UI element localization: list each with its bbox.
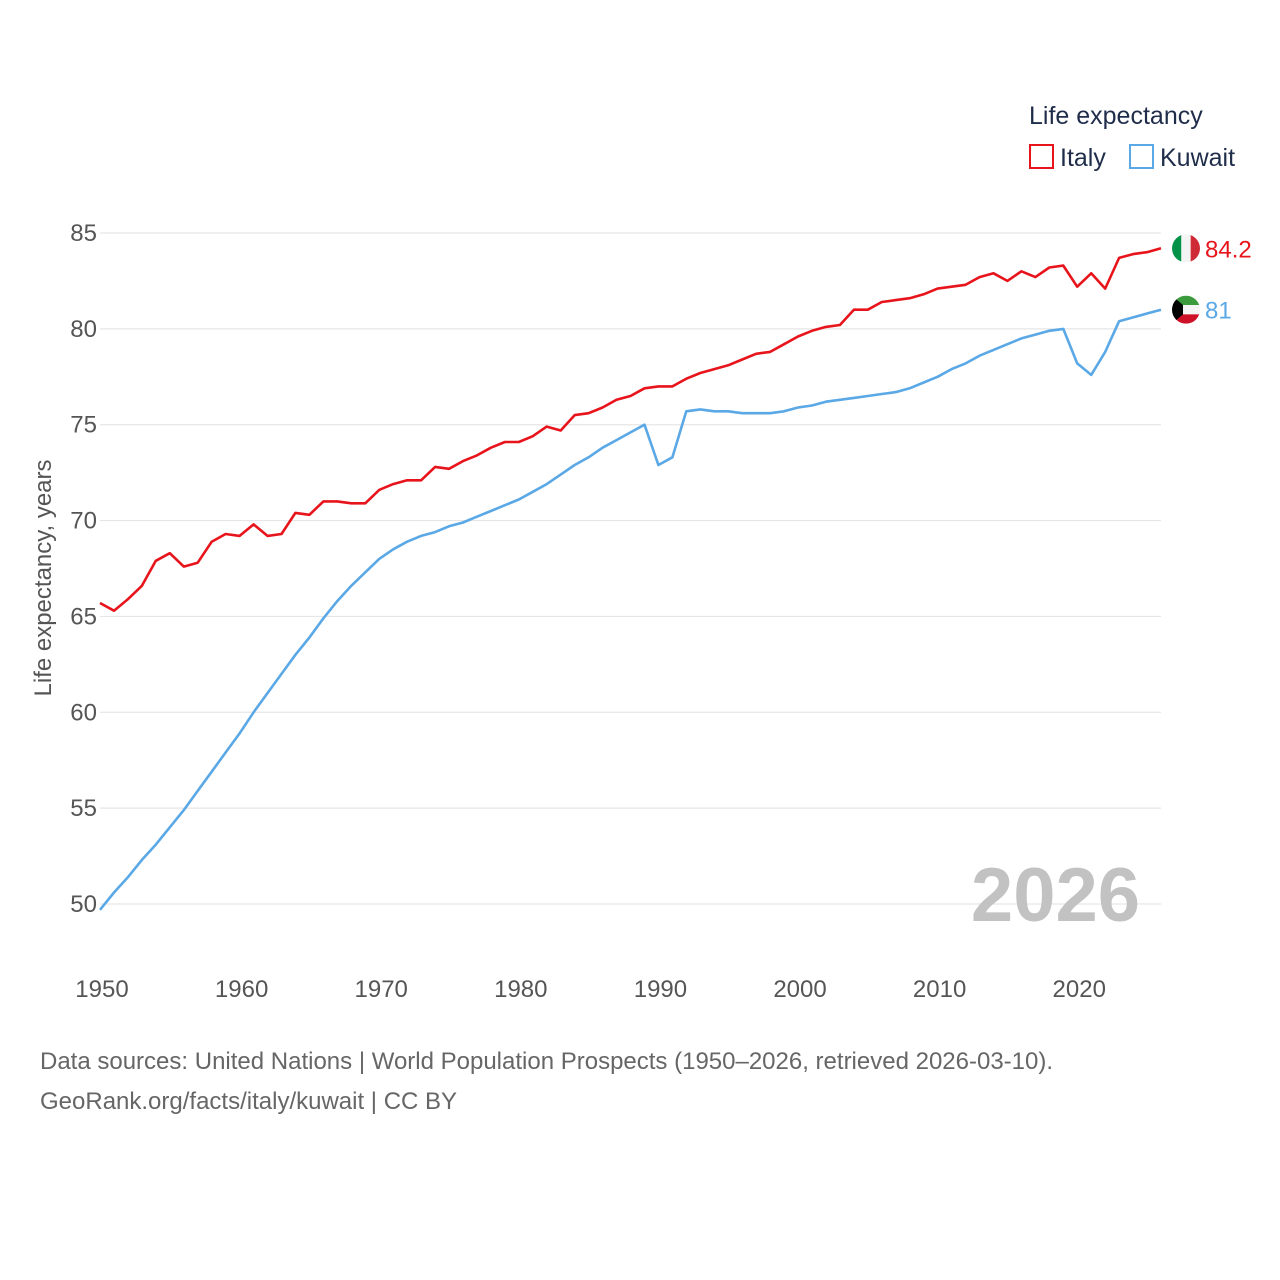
x-tick-label-1950: 1950	[75, 976, 128, 1003]
y-axis-ticks: 50 55 60 65 70 75 80 85	[70, 220, 97, 918]
y-tick-label-75: 75	[70, 412, 97, 439]
x-tick-label-1980: 1980	[494, 976, 547, 1003]
x-tick-label-2000: 2000	[773, 976, 826, 1003]
source-footer: Data sources: United Nations | World Pop…	[40, 1042, 1240, 1122]
series-line-italy[interactable]	[99, 247, 1162, 613]
legend-label-italy: Italy	[1060, 144, 1106, 172]
x-tick-label-1970: 1970	[355, 976, 408, 1003]
current-year-label: 2026	[971, 853, 1140, 938]
source-line: Data sources: United Nations | World Pop…	[40, 1048, 1054, 1075]
legend-item-italy[interactable]: Italy	[1029, 144, 1106, 172]
legend-item-kuwait[interactable]: Kuwait	[1129, 144, 1235, 172]
kuwait-flag-icon	[1172, 295, 1200, 324]
grid-lines	[100, 232, 1161, 905]
x-tick-label-1960: 1960	[215, 976, 268, 1003]
y-axis-title: Life expectancy, years	[30, 459, 57, 696]
y-tick-label-55: 55	[70, 795, 97, 822]
y-tick-label-80: 80	[70, 316, 97, 343]
y-tick-label-60: 60	[70, 699, 97, 726]
series-line-kuwait[interactable]	[98, 308, 1162, 911]
x-axis-ticks: 1950 1960 1970 1980 1990 2000 2010 2020	[75, 976, 1106, 1003]
life-expectancy-chart: 50 55 60 65 70 75 80 85 1950 1960 1970 1980 1990 200…	[30, 102, 1252, 1003]
y-tick-label-85: 85	[70, 220, 97, 247]
x-tick-label-2010: 2010	[913, 976, 966, 1003]
legend-label-kuwait: Kuwait	[1160, 144, 1235, 172]
y-tick-label-50: 50	[70, 891, 97, 918]
legend-title: Life expectancy	[1029, 102, 1203, 130]
series-lines	[98, 247, 1162, 911]
y-tick-label-65: 65	[70, 603, 97, 630]
x-tick-label-2020: 2020	[1053, 976, 1106, 1003]
y-tick-label-70: 70	[70, 508, 97, 535]
italy-flag-icon	[1172, 234, 1200, 263]
x-tick-label-1990: 1990	[634, 976, 687, 1003]
end-value-label-italy: 84.2	[1205, 236, 1252, 263]
legend-swatch-italy	[1029, 144, 1054, 169]
series-end-markers: 84.2 81	[1172, 234, 1252, 325]
legend-swatch-kuwait	[1129, 144, 1154, 169]
credit-line[interactable]: GeoRank.org/facts/italy/kuwait | CC BY	[40, 1088, 458, 1115]
legend: Life expectancy Italy Kuwait	[1029, 102, 1235, 172]
end-value-label-kuwait: 81	[1205, 298, 1232, 325]
